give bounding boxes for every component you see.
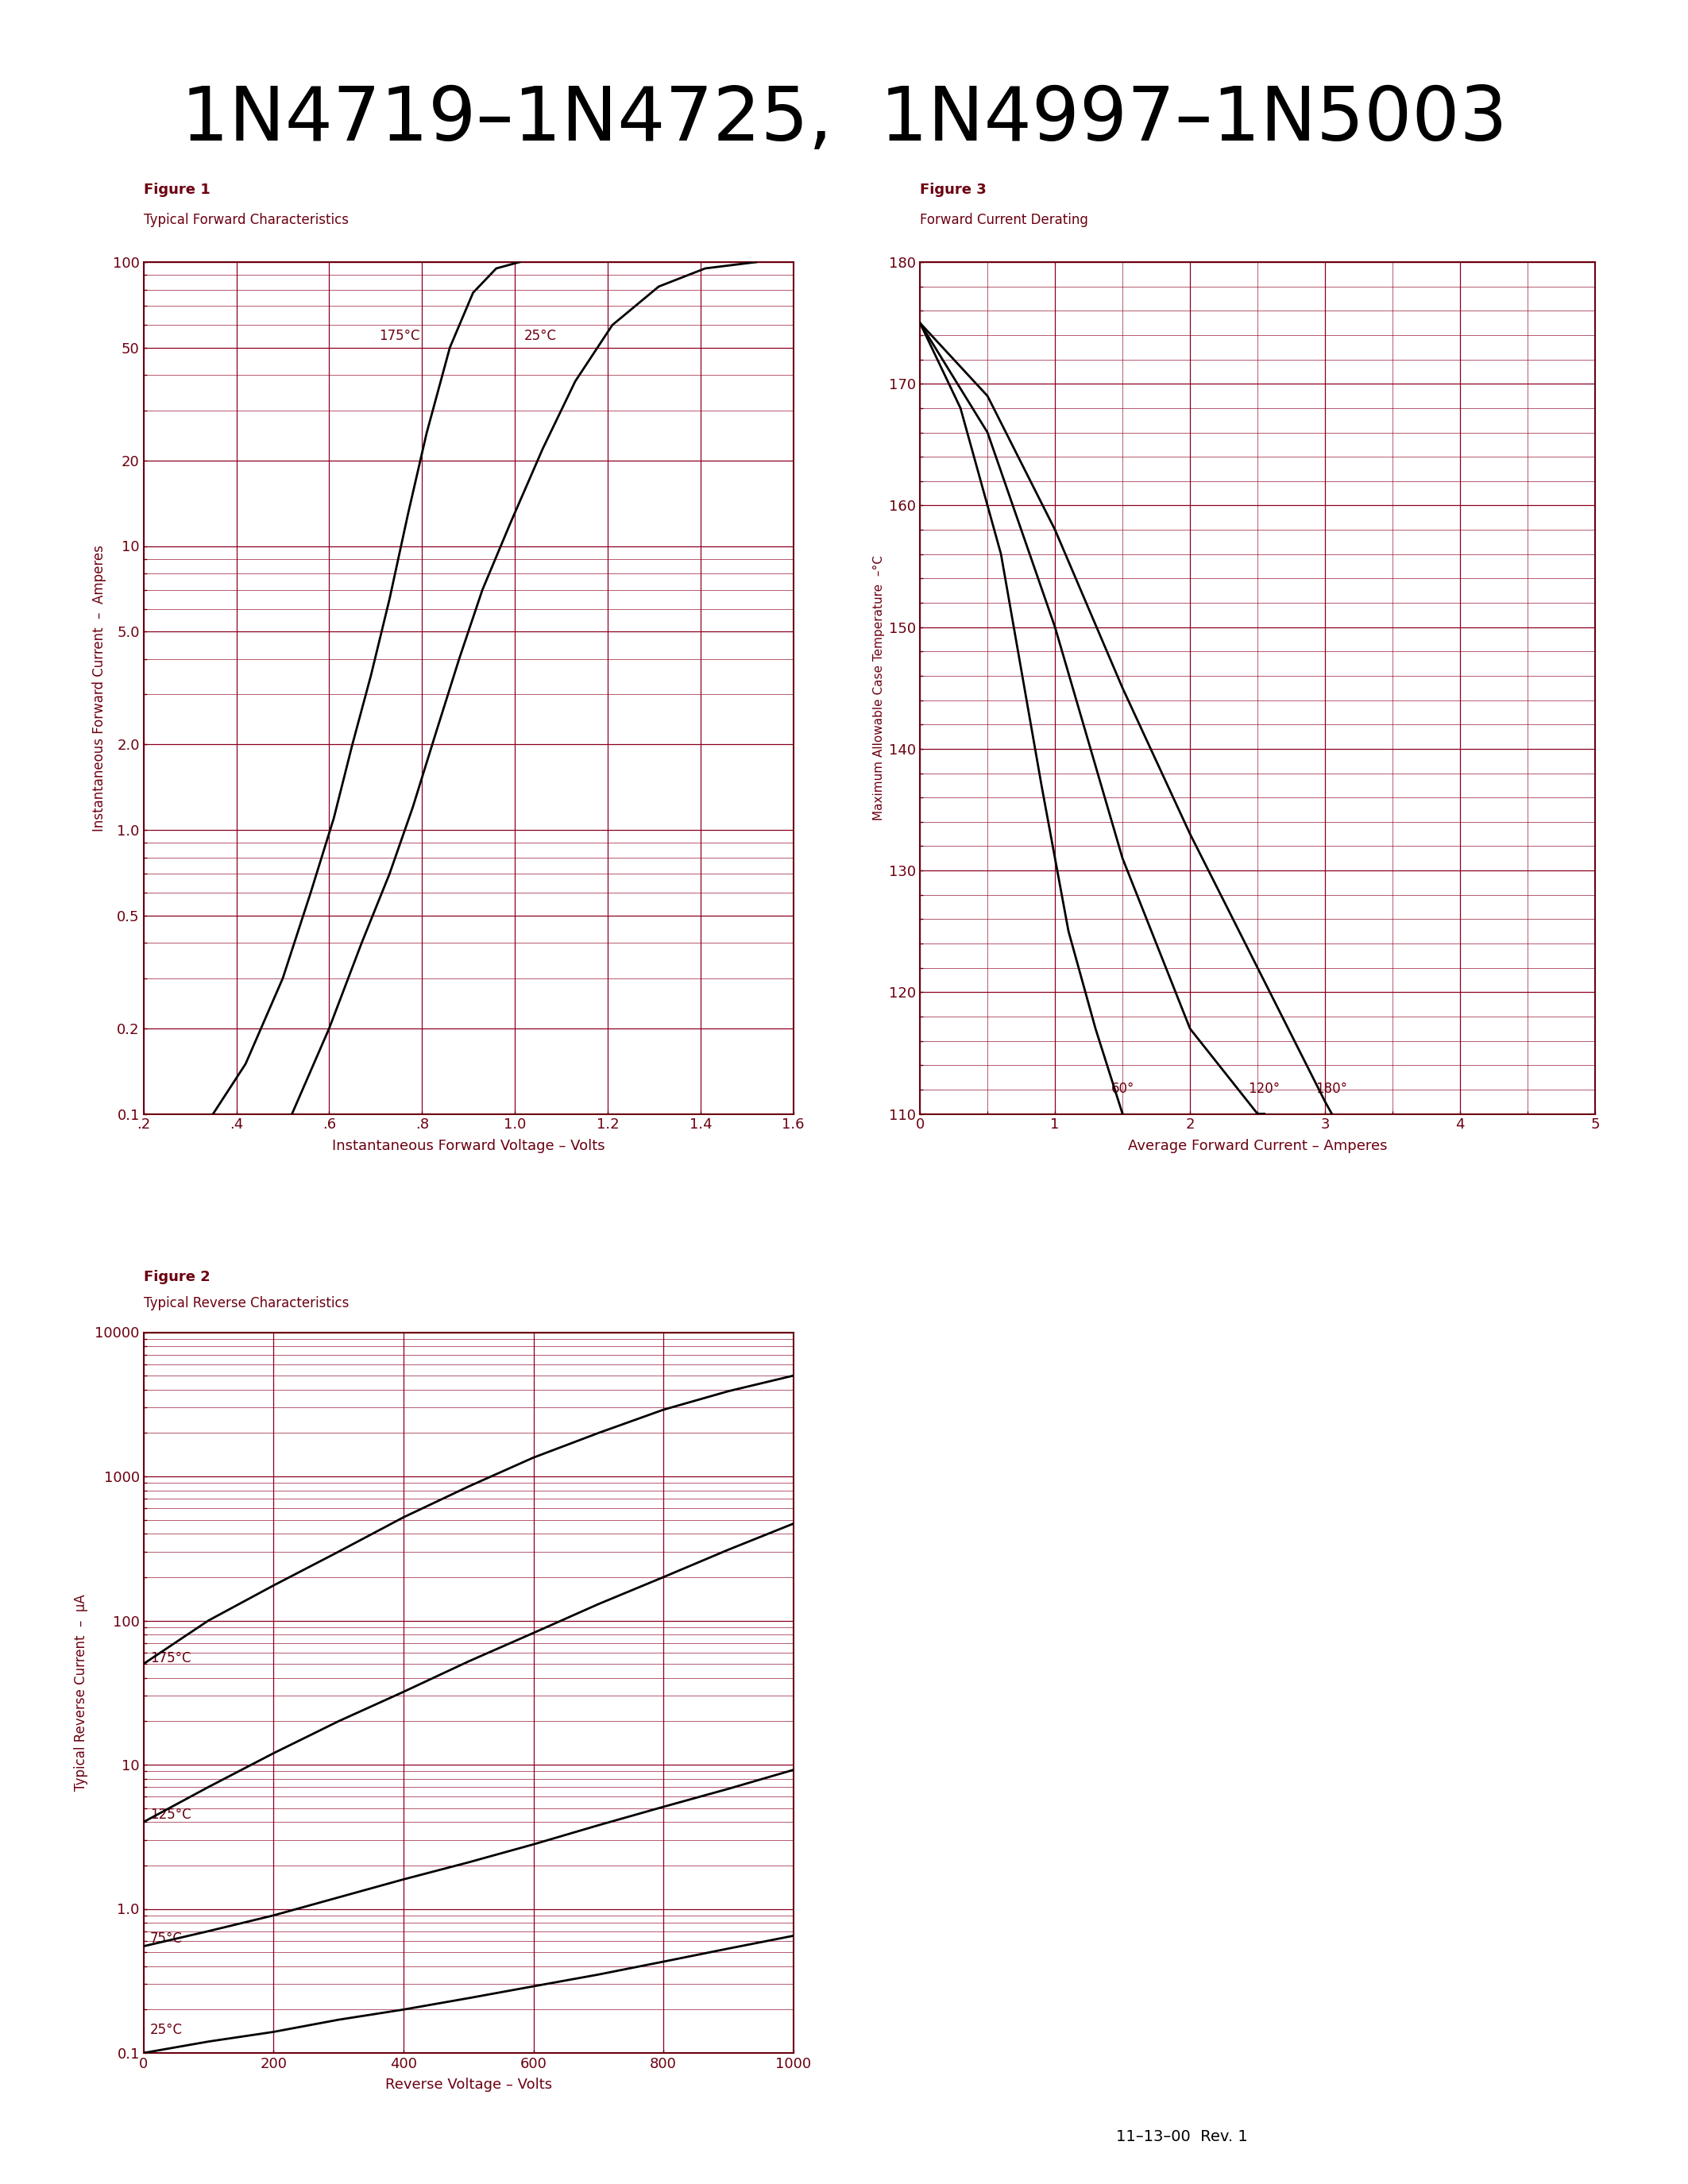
Text: 125°C: 125°C	[150, 1808, 191, 1821]
Text: Typical Forward Characteristics: Typical Forward Characteristics	[143, 212, 348, 227]
Text: 1N4719–1N4725,  1N4997–1N5003: 1N4719–1N4725, 1N4997–1N5003	[181, 83, 1507, 155]
Text: 175°C: 175°C	[378, 328, 420, 343]
Text: Figure 2: Figure 2	[143, 1269, 209, 1284]
X-axis label: Reverse Voltage – Volts: Reverse Voltage – Volts	[385, 2077, 552, 2092]
Text: 120°: 120°	[1249, 1081, 1280, 1096]
Text: 180°: 180°	[1317, 1081, 1347, 1096]
Text: 60°: 60°	[1111, 1081, 1134, 1096]
X-axis label: Average Forward Current – Amperes: Average Forward Current – Amperes	[1128, 1138, 1388, 1153]
Text: 11–13–00  Rev. 1: 11–13–00 Rev. 1	[1116, 2129, 1247, 2145]
Y-axis label: Maximum Allowable Case Temperature  –°C: Maximum Allowable Case Temperature –°C	[873, 555, 885, 821]
Text: 25°C: 25°C	[523, 328, 557, 343]
X-axis label: Instantaneous Forward Voltage – Volts: Instantaneous Forward Voltage – Volts	[333, 1138, 604, 1153]
Y-axis label: Instantaneous Forward Current  –  Amperes: Instantaneous Forward Current – Amperes	[91, 544, 106, 832]
Text: Forward Current Derating: Forward Current Derating	[920, 212, 1089, 227]
Text: 75°C: 75°C	[150, 1931, 182, 1946]
Text: Typical Reverse Characteristics: Typical Reverse Characteristics	[143, 1295, 349, 1310]
Y-axis label: Typical Reverse Current  –  μA: Typical Reverse Current – μA	[74, 1594, 88, 1791]
Text: 175°C: 175°C	[150, 1651, 191, 1664]
Text: 25°C: 25°C	[150, 2022, 182, 2038]
Text: Figure 1: Figure 1	[143, 181, 209, 197]
Text: Figure 3: Figure 3	[920, 181, 986, 197]
